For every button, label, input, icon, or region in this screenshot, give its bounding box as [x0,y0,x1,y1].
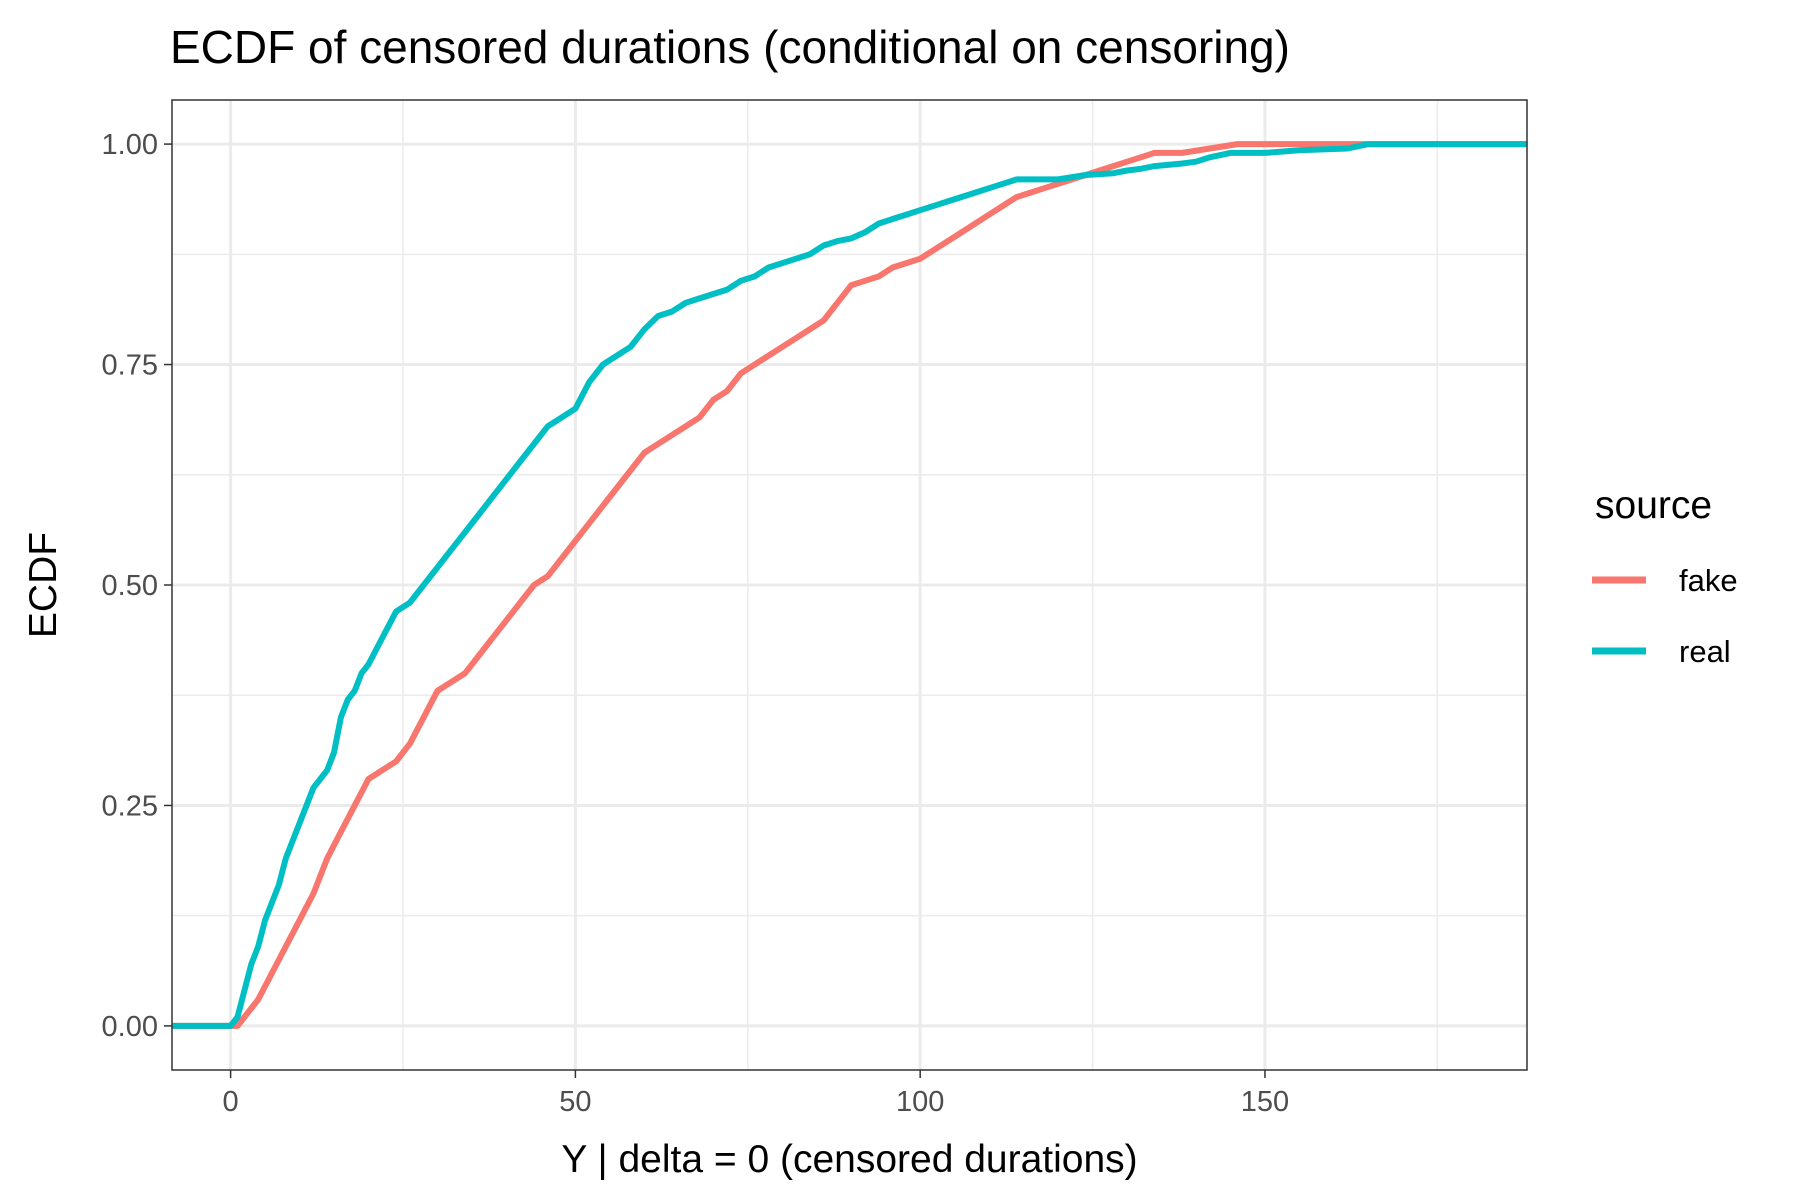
y-tick-label: 0.00 [102,1011,158,1043]
legend-label-real: real [1679,634,1731,669]
y-tick-label: 0.50 [102,570,158,602]
legend-title: source [1595,484,1712,527]
x-tick-label: 50 [559,1086,591,1118]
x-tick-label: 150 [1241,1086,1289,1118]
legend-label-fake: fake [1679,563,1738,598]
y-axis: 0.00 0.25 0.50 0.75 1.00 [102,129,172,1043]
legend: source fake real [1592,484,1738,669]
series-line-real [172,141,1527,1029]
x-axis: 0 50 100 150 [223,1070,1289,1118]
x-tick-label: 100 [896,1086,944,1118]
chart-title: ECDF of censored durations (conditional … [170,21,1290,73]
x-axis-title: Y | delta = 0 (censored durations) [561,1138,1137,1181]
y-axis-title: ECDF [22,532,65,638]
y-tick-label: 0.25 [102,790,158,822]
x-tick-label: 0 [223,1086,239,1118]
series-lines [172,141,1527,1029]
y-tick-label: 1.00 [102,129,158,161]
y-tick-label: 0.75 [102,350,158,382]
series-line-fake [172,141,1527,1029]
